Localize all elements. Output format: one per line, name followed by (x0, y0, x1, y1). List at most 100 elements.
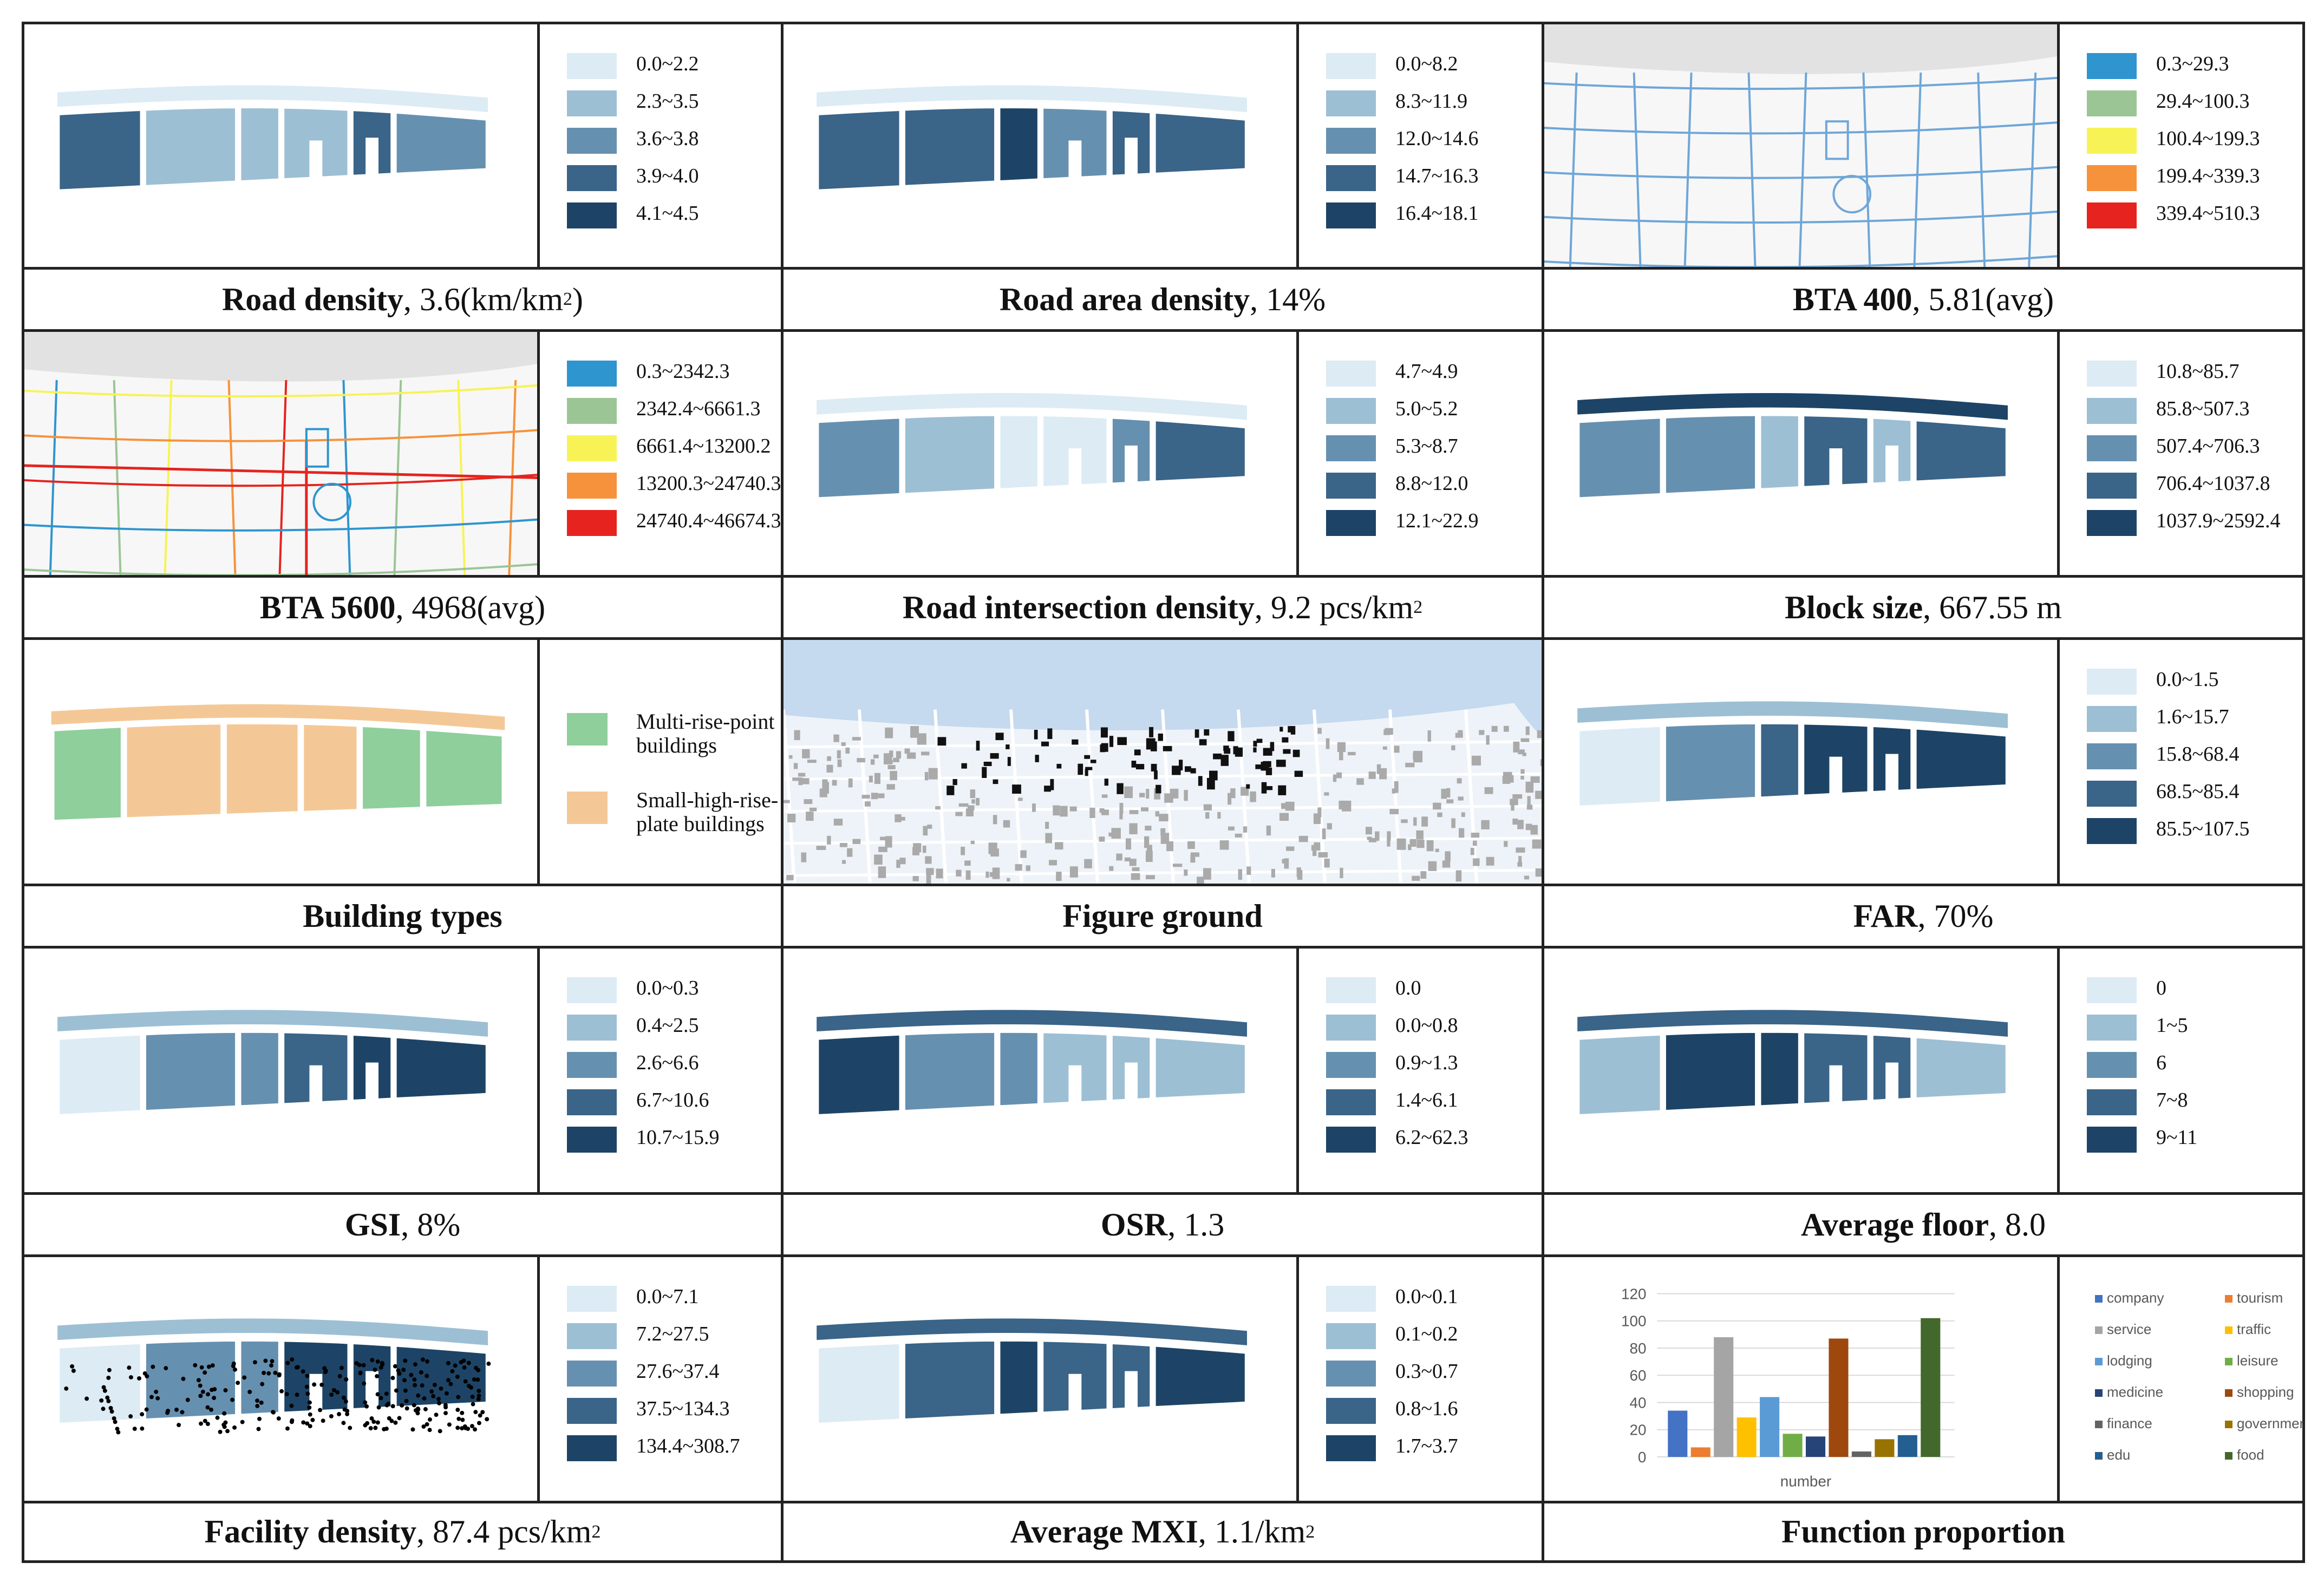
legend-function-proportion: company tourism service traffic lodging leisu… (2062, 1257, 2302, 1501)
legend-swatch (567, 202, 617, 228)
legend-label: 100.4~199.3 (2156, 127, 2260, 150)
map-road-density (24, 24, 540, 267)
legend-swatch (2225, 1421, 2232, 1428)
caption-title: BTA 5600 (259, 589, 396, 625)
legend-label: 85.5~107.5 (2156, 818, 2250, 840)
legend-swatch (1326, 361, 1376, 387)
chart-y-tick: 60 (1629, 1367, 1646, 1384)
legend-swatch (1326, 1127, 1376, 1153)
legend-swatch (1326, 165, 1376, 191)
legend-item: 706.4~1037.8 (2087, 468, 2302, 506)
legend-item: 0.0~0.8 (1326, 1010, 1542, 1048)
legend-item: 14.7~16.3 (1326, 161, 1542, 198)
legend-item: 6.7~10.6 (567, 1085, 781, 1122)
legend-swatch (567, 361, 617, 387)
legend-item: 2.6~6.6 (567, 1048, 781, 1085)
legend-label: 6.7~10.6 (636, 1089, 709, 1111)
legend-swatch (2095, 1389, 2103, 1397)
legend-item: 9~11 (2087, 1122, 2302, 1160)
legend-list: 0.0~2.2 2.3~3.5 3.6~3.8 3.9~4.0 4.1~4.5 (567, 49, 781, 236)
legend-label: finance (2107, 1415, 2152, 1431)
legend-swatch (2225, 1326, 2232, 1334)
legend-label: 6.2~62.3 (1395, 1126, 1468, 1149)
caption-osr: OSR, 1.3 (781, 1192, 1542, 1254)
map-gsi (24, 949, 540, 1192)
legend-item: 8.8~12.0 (1326, 468, 1542, 506)
legend-label: 339.4~510.3 (2156, 202, 2260, 225)
legend-label: 0.0~0.3 (636, 977, 699, 999)
legend-swatch (567, 1015, 617, 1041)
legend-item: 6.2~62.3 (1326, 1122, 1542, 1160)
chart-bar-edu (1897, 1435, 1917, 1457)
legend-road-density: 0.0~2.2 2.3~3.5 3.6~3.8 3.9~4.0 4.1~4.5 (543, 24, 781, 267)
legend-list: 0.0~1.5 1.6~15.7 15.8~68.4 68.5~85.4 85.5~10… (2087, 664, 2302, 851)
legend-swatch (567, 473, 617, 499)
legend-label: medicine (2107, 1384, 2164, 1400)
caption-value: , 5.81(avg) (1912, 281, 2054, 317)
caption-suffix: ) (572, 281, 584, 317)
legend-item: 507.4~706.3 (2087, 431, 2302, 468)
legend-item: 7~8 (2087, 1085, 2302, 1122)
legend-list: 0 1~5 6 7~8 9~11 (2087, 973, 2302, 1160)
legend-swatch (567, 90, 617, 116)
legend-swatch (2095, 1421, 2103, 1428)
chart-bar-company (1668, 1410, 1688, 1457)
legend-bta-5600: 0.3~2342.3 2342.4~6661.3 6661.4~13200.2 132… (543, 332, 781, 575)
caption-bta-400: BTA 400, 5.81(avg) (1542, 267, 2305, 329)
legend-swatch (567, 53, 617, 79)
legend-label: 68.5~85.4 (2156, 780, 2240, 803)
legend-item: 1.4~6.1 (1326, 1085, 1542, 1122)
legend-swatch (567, 398, 617, 424)
legend-swatch (2087, 1089, 2137, 1115)
legend-item: 1~5 (2087, 1010, 2302, 1048)
legend-label: lodging (2107, 1352, 2152, 1369)
legend-label: 4.7~4.9 (1395, 360, 1458, 383)
legend-swatch (1326, 1089, 1376, 1115)
legend-item: 1.7~3.7 (1326, 1431, 1542, 1468)
legend-label: 199.4~339.3 (2156, 165, 2260, 187)
legend-swatch (1326, 1435, 1376, 1461)
legend-item: 24740.4~46674.3 (567, 506, 781, 543)
legend-item: 4.1~4.5 (567, 198, 781, 236)
legend-label: 1~5 (2156, 1014, 2188, 1037)
figure-ground-map (784, 640, 1542, 884)
chart-legend-leisure: leisure (2225, 1352, 2279, 1369)
legend-average-floor: 0 1~5 6 7~8 9~11 (2062, 949, 2302, 1192)
legend-swatch (567, 1089, 617, 1115)
legend-label: 0.0~0.1 (1395, 1285, 1458, 1308)
legend-swatch (567, 1286, 617, 1312)
chart-legend-shopping: shopping (2225, 1384, 2294, 1401)
legend-item: 10.8~85.7 (2087, 356, 2302, 394)
legend-label: 7.2~27.5 (636, 1323, 709, 1345)
caption-title: Building types (303, 898, 502, 934)
legend-swatch (2225, 1452, 2232, 1460)
caption-title: Figure ground (1062, 898, 1263, 934)
legend-swatch (2095, 1326, 2103, 1334)
caption-value: , 4968(avg) (395, 589, 546, 625)
map-osr (784, 949, 1299, 1192)
legend-swatch (567, 792, 608, 824)
chart-legend-tourism: tourism (2225, 1290, 2283, 1306)
legend-item: 0.0~0.1 (1326, 1281, 1542, 1319)
legend-label: 13200.3~24740.3 (636, 472, 781, 495)
caption-building-types: Building types (22, 884, 781, 946)
legend-item: 85.5~107.5 (2087, 814, 2302, 851)
legend-swatch (2087, 53, 2137, 79)
panel-bta-400: 0.3~29.3 29.4~100.3 100.4~199.3 199.4~339.3… (1542, 22, 2305, 267)
legend-swatch (567, 435, 617, 461)
legend-label: 7~8 (2156, 1089, 2188, 1111)
map-average-floor (1544, 949, 2060, 1192)
panel-building-types: Multi-rise-point buildings Small-high-ris… (22, 637, 781, 884)
legend-list: 0.0 0.0~0.8 0.9~1.3 1.4~6.1 6.2~62.3 (1326, 973, 1542, 1160)
caption-bta-5600: BTA 5600, 4968(avg) (22, 575, 781, 637)
chart-y-tick: 40 (1629, 1394, 1646, 1411)
caption-road-intersection-density: Road intersection density, 9.2 pcs/km 2 (781, 575, 1542, 637)
caption-average-mxi: Average MXI, 1.1/km 2 (781, 1501, 1542, 1563)
legend-item: 0.0~2.2 (567, 49, 781, 86)
legend-item: 339.4~510.3 (2087, 198, 2302, 236)
legend-swatch (2087, 510, 2137, 536)
caption-block-size: Block size, 667.55 m (1542, 575, 2305, 637)
legend-label: 1.4~6.1 (1395, 1089, 1458, 1111)
caption-value: , 87.4 pcs/km (416, 1514, 592, 1549)
legend-label: 4.1~4.5 (636, 202, 699, 225)
